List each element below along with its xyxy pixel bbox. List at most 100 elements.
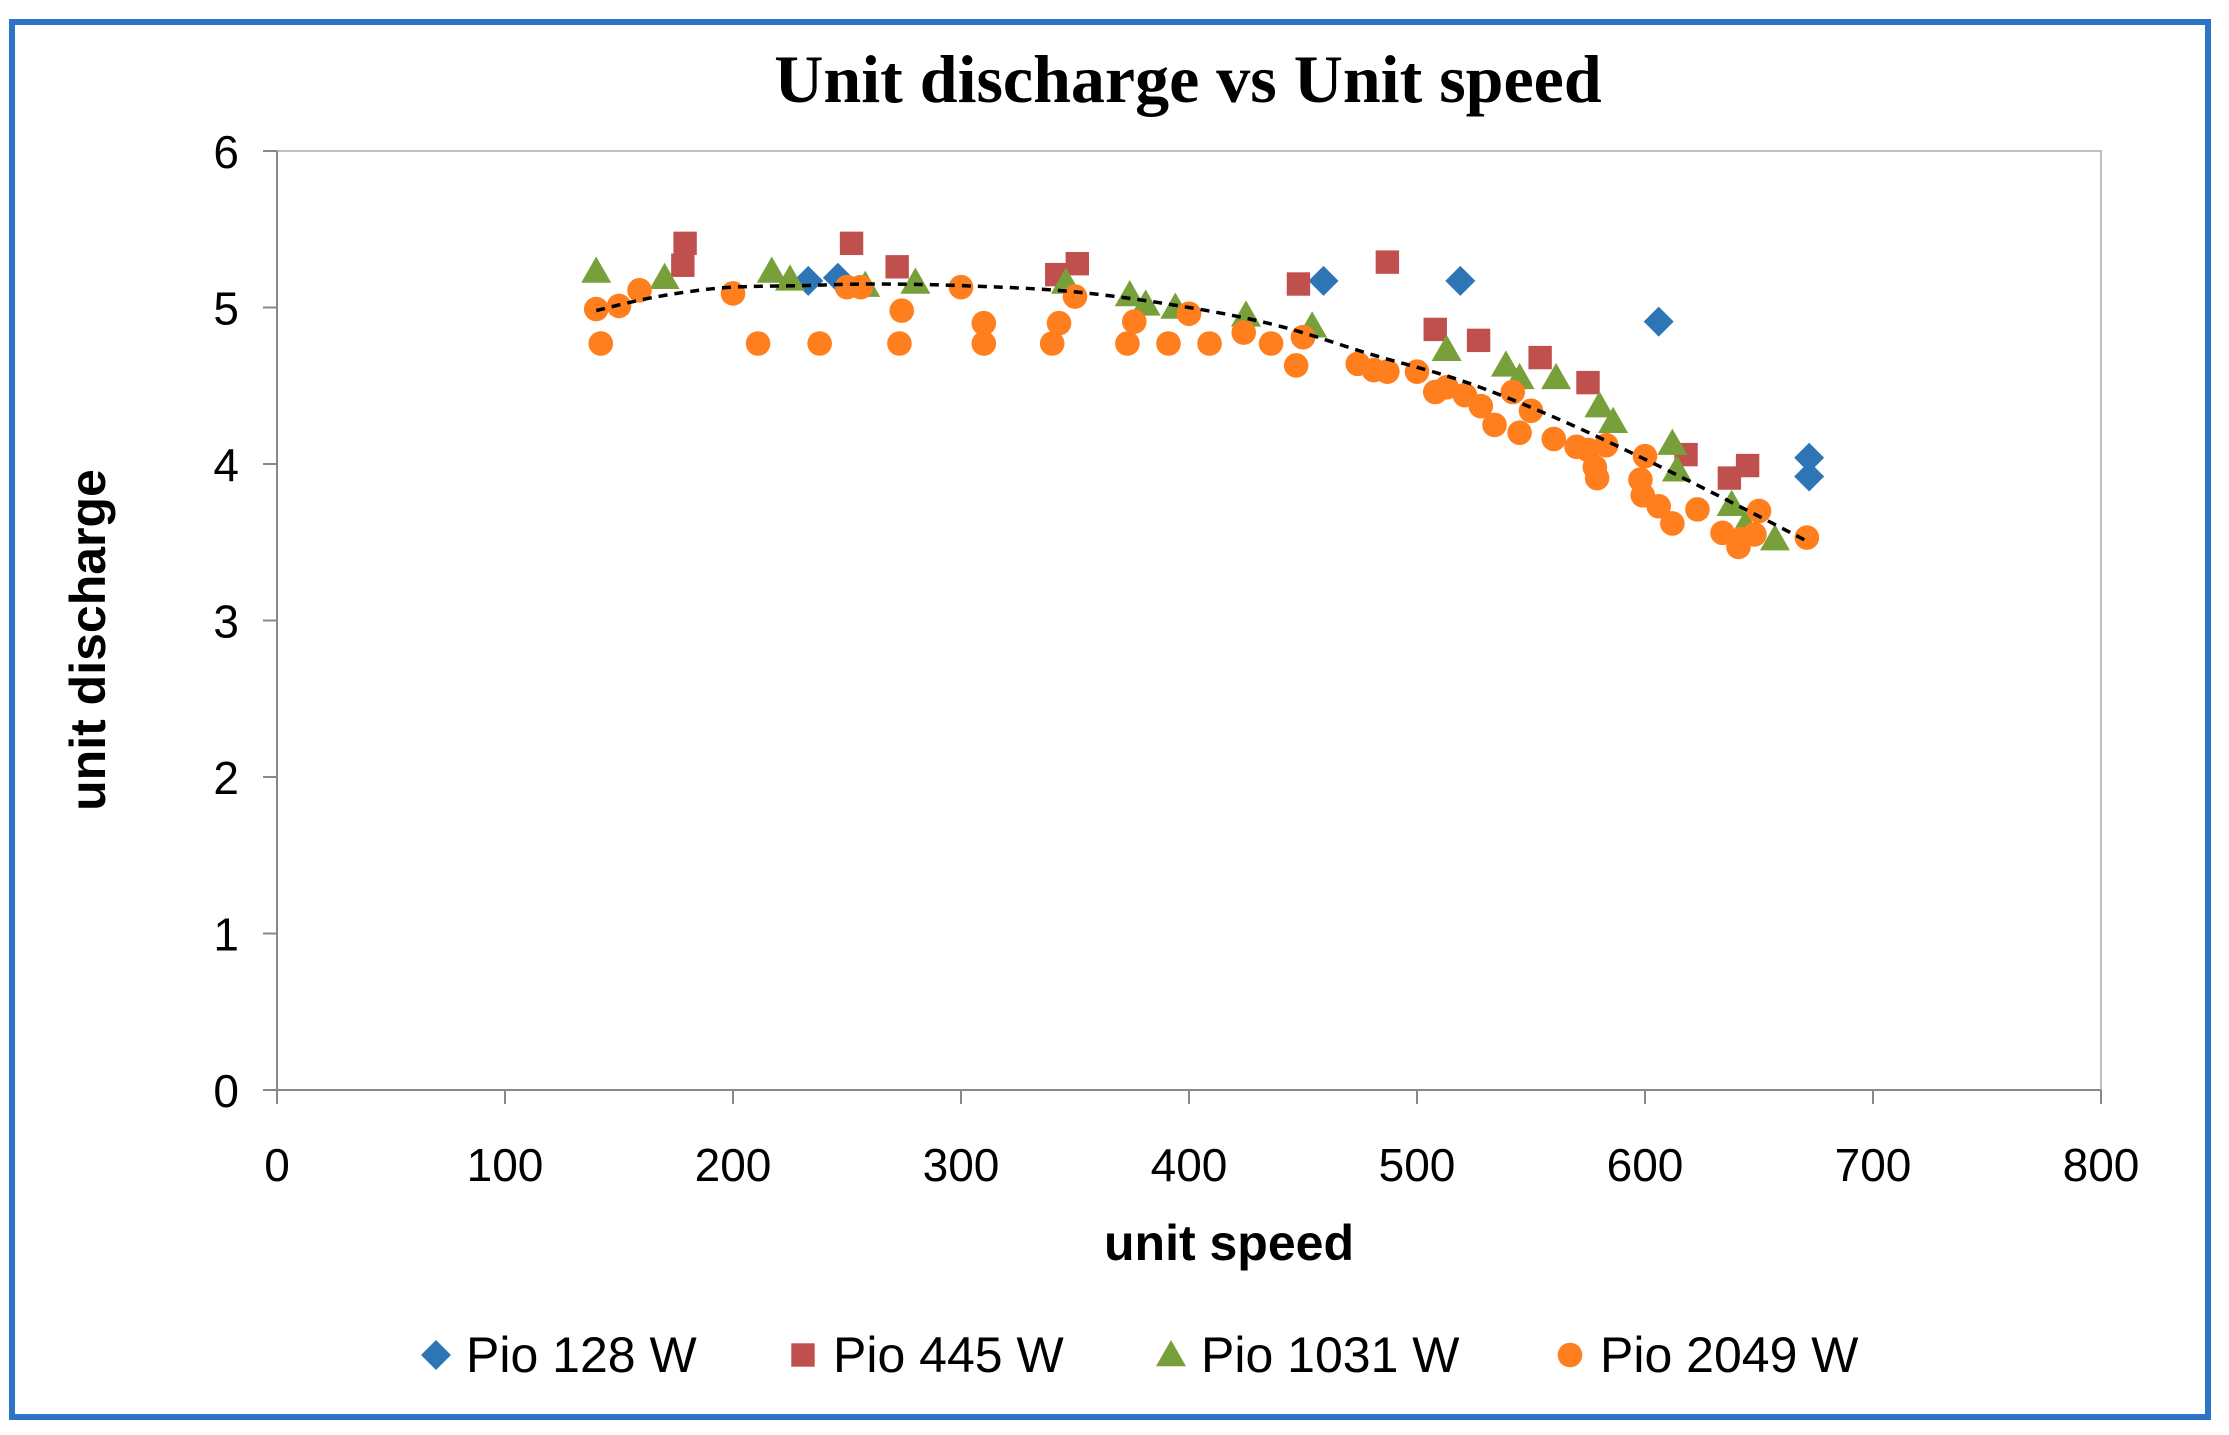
data-point — [1431, 334, 1462, 362]
data-point — [1794, 525, 1820, 550]
data-point — [889, 298, 915, 323]
data-point — [1156, 331, 1181, 356]
data-point — [1507, 420, 1532, 446]
data-point — [588, 331, 614, 356]
data-point — [1114, 279, 1145, 307]
legend-item: Pio 2049 W — [1557, 1327, 1859, 1383]
x-tick-label: 600 — [1607, 1139, 1684, 1191]
data-point — [649, 262, 680, 290]
data-point — [627, 277, 652, 303]
x-tick-label: 400 — [1151, 1139, 1228, 1191]
legend-marker — [1557, 1342, 1583, 1368]
x-axis: 0 100 200 300 400 500 600 700 800 — [264, 1089, 2140, 1191]
chart-title: Unit discharge vs Unit speed — [774, 41, 1602, 117]
y-axis: 0 1 2 3 4 5 6 — [213, 126, 278, 1117]
y-tick-label: 1 — [213, 909, 239, 961]
data-point — [581, 256, 612, 283]
data-point — [1375, 250, 1400, 274]
data-point — [1632, 443, 1658, 469]
series-pio-445-w — [671, 231, 1760, 490]
data-point — [1404, 359, 1430, 384]
data-point — [1468, 393, 1494, 419]
data-point — [756, 256, 787, 283]
data-point — [1130, 289, 1161, 316]
data-point — [1062, 284, 1088, 309]
data-point — [1231, 320, 1257, 345]
data-point — [1541, 362, 1572, 390]
x-tick-label: 300 — [923, 1139, 1000, 1191]
x-axis-label: unit speed — [1104, 1215, 1354, 1271]
series-pio-1031-w — [581, 256, 1790, 551]
legend-item: Pio 128 W — [421, 1327, 697, 1383]
data-point — [948, 274, 974, 300]
data-point — [1657, 428, 1688, 455]
data-point — [1541, 426, 1567, 452]
data-point — [971, 310, 997, 336]
y-axis-label: unit discharge — [60, 469, 116, 811]
data-point — [671, 253, 695, 277]
legend-label: Pio 445 W — [833, 1327, 1064, 1383]
legend-marker — [1156, 1340, 1186, 1367]
data-point — [1466, 328, 1491, 353]
data-point — [1197, 331, 1222, 356]
data-point — [1735, 453, 1760, 478]
y-tick-label: 2 — [213, 752, 239, 804]
data-point — [1759, 524, 1790, 551]
data-point — [1039, 331, 1065, 356]
data-point — [887, 331, 912, 356]
data-point — [1065, 251, 1089, 276]
data-point — [1258, 331, 1284, 356]
data-point — [1482, 412, 1507, 438]
data-point — [1584, 465, 1610, 491]
y-tick-label: 5 — [213, 283, 239, 335]
data-point — [1283, 353, 1309, 378]
data-point — [1290, 324, 1316, 350]
figure-frame — [9, 19, 2211, 1420]
x-tick-label: 500 — [1379, 1139, 1456, 1191]
data-point — [885, 255, 909, 279]
data-point — [1584, 391, 1615, 418]
data-point — [900, 267, 931, 294]
trendline — [595, 282, 1810, 544]
legend-label: Pio 1031 W — [1201, 1327, 1460, 1383]
data-point — [1375, 359, 1400, 384]
data-point — [848, 274, 873, 300]
legend-label: Pio 2049 W — [1600, 1327, 1859, 1383]
legend-marker — [791, 1343, 815, 1367]
legend-item: Pio 1031 W — [1156, 1327, 1460, 1383]
data-point — [1742, 522, 1767, 547]
data-point — [1746, 498, 1772, 524]
data-point — [1643, 306, 1674, 337]
data-point — [1794, 442, 1825, 473]
legend-item: Pio 445 W — [791, 1327, 1064, 1383]
data-point — [1308, 265, 1339, 296]
data-point — [720, 281, 746, 306]
data-point — [807, 331, 832, 356]
data-point — [1445, 265, 1476, 296]
data-point — [1121, 309, 1147, 334]
data-point — [1528, 345, 1552, 370]
x-tick-label: 0 — [264, 1139, 290, 1191]
data-point — [971, 331, 997, 356]
x-tick-label: 100 — [467, 1139, 544, 1191]
x-tick-label: 700 — [1835, 1139, 1912, 1191]
legend-label: Pio 128 W — [466, 1327, 697, 1383]
series-pio-2049-w — [583, 274, 1820, 560]
series-pio-128-w — [793, 262, 1825, 492]
x-tick-label: 800 — [2063, 1139, 2140, 1191]
data-point — [1717, 466, 1742, 490]
data-point — [1490, 350, 1521, 377]
data-point — [1046, 310, 1072, 336]
data-point — [1500, 379, 1526, 405]
y-tick-label: 4 — [213, 439, 239, 491]
data-point — [1286, 272, 1311, 296]
data-point — [1660, 511, 1685, 536]
data-point — [1794, 461, 1825, 492]
data-point — [673, 231, 697, 256]
data-point — [1598, 406, 1629, 433]
legend: Pio 128 W Pio 445 W Pio 1031 W Pio 2049 W — [421, 1327, 1859, 1383]
data-point — [775, 264, 805, 291]
data-point — [1423, 317, 1447, 342]
